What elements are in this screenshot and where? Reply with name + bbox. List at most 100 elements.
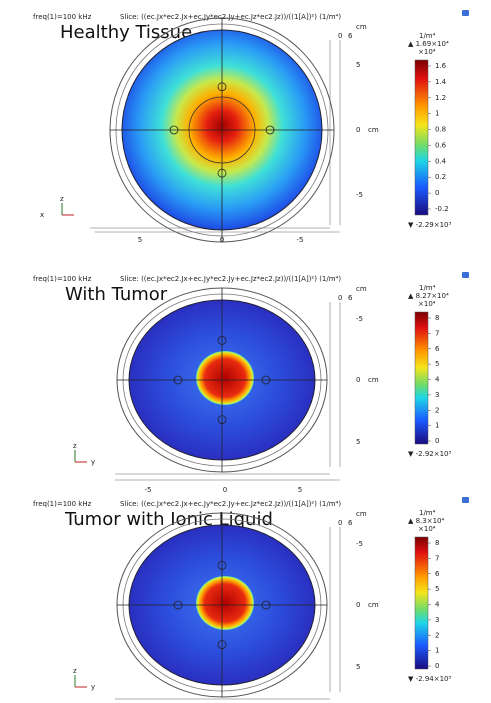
axis-label: cm bbox=[368, 376, 379, 384]
colorbar-tick-label: 1.2 bbox=[435, 94, 446, 102]
corner-label: 0 bbox=[338, 519, 342, 527]
electrode bbox=[265, 125, 275, 135]
colorbar-tick-label: 5 bbox=[435, 360, 439, 368]
colorbar-tick-label: 4 bbox=[435, 601, 440, 609]
colorbar-tick-label: 0.4 bbox=[435, 157, 447, 165]
triad-label: y bbox=[91, 458, 95, 466]
corner-label: 6 bbox=[348, 32, 353, 40]
colorbar-min: ▼ -2.92×10³ bbox=[408, 450, 451, 458]
colorbar-tick-label: 5 bbox=[435, 585, 439, 593]
axis-label: 0 bbox=[356, 376, 360, 384]
freq-label: freq(1)=100 kHz bbox=[33, 13, 92, 21]
panels: freq(1)=100 kHz Slice: ((ec.Jx*ec2.Jx+ec.… bbox=[33, 10, 469, 700]
axis-label: 5 bbox=[356, 438, 360, 446]
slice-label: Slice: ((ec.Jx*ec2.Jx+ec.Jy*ec2.Jy+ec.Jz… bbox=[120, 500, 341, 508]
colorbar-tick-label: 8 bbox=[435, 314, 439, 322]
colorbar-tick-label: 6 bbox=[435, 345, 440, 353]
icon bbox=[462, 272, 469, 278]
colorbar-multiplier: ×10⁴ bbox=[418, 48, 436, 56]
axis-label: 0 bbox=[220, 236, 224, 244]
axis-label: 5 bbox=[138, 236, 142, 244]
colorbar-max: ▲ 8.3×10⁴ bbox=[408, 517, 445, 525]
corner-label: 0 bbox=[338, 32, 342, 40]
colorbar-tick-label: 6 bbox=[435, 570, 440, 578]
colorbar-tick-label: 7 bbox=[435, 329, 439, 337]
colorbar-multiplier: ×10⁴ bbox=[418, 300, 436, 308]
colorbar-tick-label: 0 bbox=[435, 189, 439, 197]
colorbar-tick-label: 0.2 bbox=[435, 173, 446, 181]
corner-label: 6 bbox=[348, 294, 353, 302]
colorbar-tick-label: -0.2 bbox=[435, 205, 449, 213]
colorbar-tick-label: 2 bbox=[435, 406, 439, 414]
colorbar-tick-label: 3 bbox=[435, 391, 439, 399]
title: With Tumor bbox=[65, 284, 168, 305]
colorbar-tick-label: 8 bbox=[435, 539, 439, 547]
colorbar-tick-label: 7 bbox=[435, 554, 439, 562]
triad-label: y bbox=[91, 683, 95, 691]
corner-label: cm bbox=[356, 285, 367, 293]
electrode bbox=[261, 375, 271, 385]
colorbar-tick-label: 3 bbox=[435, 616, 439, 624]
corner-label: cm bbox=[356, 23, 367, 31]
triad-label: x bbox=[40, 211, 44, 219]
colorbar-multiplier: ×10⁴ bbox=[418, 525, 436, 533]
triad-label: z bbox=[73, 667, 77, 675]
axis-label: 5 bbox=[356, 663, 360, 671]
colorbar-unit: 1/m⁴ bbox=[419, 284, 436, 292]
axis-label: cm bbox=[368, 601, 379, 609]
corner-label: 0 bbox=[338, 294, 342, 302]
electrode bbox=[169, 125, 179, 135]
colorbar-tick-label: 0.8 bbox=[435, 126, 446, 134]
colorbar-max: ▲ 1.69×10⁴ bbox=[408, 40, 449, 48]
colorbar bbox=[414, 536, 429, 670]
panel: freq(1)=100 kHz Slice: ((ec.Jx*ec2.Jx+ec.… bbox=[33, 10, 469, 244]
electrode bbox=[217, 640, 227, 650]
axis-label: 5 bbox=[356, 61, 360, 69]
panel: freq(1)=100 kHz Slice: ((ec.Jx*ec2.Jx+ec.… bbox=[33, 272, 469, 494]
triad-label: z bbox=[73, 442, 77, 450]
colorbar bbox=[414, 311, 429, 445]
electrode bbox=[261, 600, 271, 610]
colorbar-tick-label: 1 bbox=[435, 647, 439, 655]
corner-label: cm bbox=[356, 510, 367, 518]
axis-label: -5 bbox=[356, 191, 363, 199]
electrode bbox=[217, 168, 227, 178]
colorbar-min: ▼ -2.94×10³ bbox=[408, 675, 451, 683]
colorbar-tick-label: 0.6 bbox=[435, 141, 447, 149]
colorbar-tick-label: 4 bbox=[435, 376, 440, 384]
axis-label: -5 bbox=[297, 236, 304, 244]
colorbar-tick-label: 1 bbox=[435, 110, 439, 118]
title: Healthy Tissue bbox=[60, 22, 192, 43]
axis-label: 0 bbox=[356, 126, 360, 134]
axis-label: cm bbox=[368, 126, 379, 134]
colorbar-tick-label: 1.4 bbox=[435, 78, 447, 86]
colorbar-max: ▲ 8.27×10⁴ bbox=[408, 292, 449, 300]
freq-label: freq(1)=100 kHz bbox=[33, 500, 92, 508]
electrode bbox=[217, 561, 227, 570]
electrode bbox=[173, 375, 183, 385]
corner-label: 6 bbox=[348, 519, 353, 527]
colorbar-unit: 1/m⁴ bbox=[419, 509, 436, 517]
tumor bbox=[196, 576, 254, 630]
freq-label: freq(1)=100 kHz bbox=[33, 275, 92, 283]
colorbar-tick-label: 0 bbox=[435, 437, 439, 445]
slice-label: Slice: ((ec.Jx*ec2.Jx+ec.Jy*ec2.Jy+ec.Jz… bbox=[120, 13, 341, 21]
electrode bbox=[217, 336, 227, 345]
colorbar-tick-label: 2 bbox=[435, 631, 439, 639]
icon bbox=[462, 10, 469, 16]
electrode bbox=[217, 415, 227, 425]
colorbar-unit: 1/m⁴ bbox=[419, 32, 436, 40]
colorbar bbox=[414, 59, 429, 216]
axis-label: -5 bbox=[145, 486, 152, 494]
panel: freq(1)=100 kHz Slice: ((ec.Jx*ec2.Jx+ec.… bbox=[33, 497, 469, 700]
axis-label: -5 bbox=[356, 315, 363, 323]
icon bbox=[462, 497, 469, 503]
electrode bbox=[217, 82, 227, 92]
colorbar-tick-label: 1.6 bbox=[435, 62, 447, 70]
colorbar-tick-label: 1 bbox=[435, 422, 439, 430]
electrode bbox=[173, 600, 183, 610]
triad-label: z bbox=[60, 195, 64, 203]
axis-label: 0 bbox=[223, 486, 227, 494]
axis-label: 0 bbox=[356, 601, 360, 609]
